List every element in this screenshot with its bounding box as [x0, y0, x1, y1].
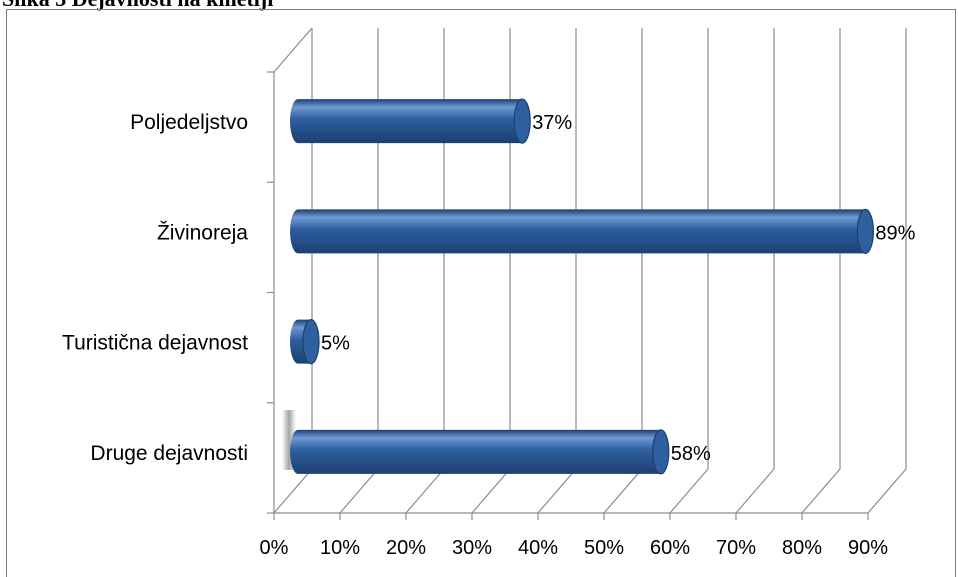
bar-end-cap [652, 429, 670, 475]
data-label: 89% [875, 222, 915, 244]
x-tick-label: 50% [584, 537, 624, 559]
floor-gridline-10% [339, 468, 379, 514]
data-label: 37% [532, 112, 572, 134]
floor-gridline-0% [273, 468, 313, 514]
floor-gridline-60% [669, 468, 709, 514]
category-label: Živinoreja [157, 221, 248, 244]
category-label: Druge dejavnosti [90, 442, 248, 465]
x-tick-label: 20% [386, 537, 426, 559]
x-tick-label: 70% [716, 537, 756, 559]
x-tick-label: 30% [452, 537, 492, 559]
category-label: Poljedeljstvo [130, 111, 248, 134]
floor-gridline-80% [801, 468, 841, 514]
floor-gridline-50% [603, 468, 643, 514]
x-tick-label: 10% [320, 537, 360, 559]
wall-top-edge [273, 27, 313, 73]
floor-gridline-90% [867, 468, 907, 514]
bar-end-cap [856, 208, 875, 254]
category-label: Turistična dejavnost [62, 332, 248, 355]
figure-caption: Slika 3 Dejavnosti na kmetiji [2, 0, 273, 10]
x-tick-label: 90% [848, 537, 888, 559]
floor-gridline-70% [735, 468, 775, 514]
data-label: 58% [671, 443, 711, 465]
bar-end-cap [302, 319, 320, 365]
floor-gridline-40% [537, 468, 577, 514]
bar-end-cap [513, 98, 531, 144]
floor-gridline-30% [471, 468, 511, 514]
chart-frame [6, 9, 956, 577]
x-tick-label: 60% [650, 537, 690, 559]
bar-4 [290, 429, 669, 474]
x-tick-label: 40% [518, 537, 558, 559]
floor-gridline-20% [405, 468, 445, 514]
x-tick-label: 80% [782, 537, 822, 559]
x-tick-label: 0% [260, 537, 289, 559]
data-label: 5% [321, 333, 350, 355]
bar-2 [290, 209, 874, 254]
bar-1 [290, 99, 531, 144]
